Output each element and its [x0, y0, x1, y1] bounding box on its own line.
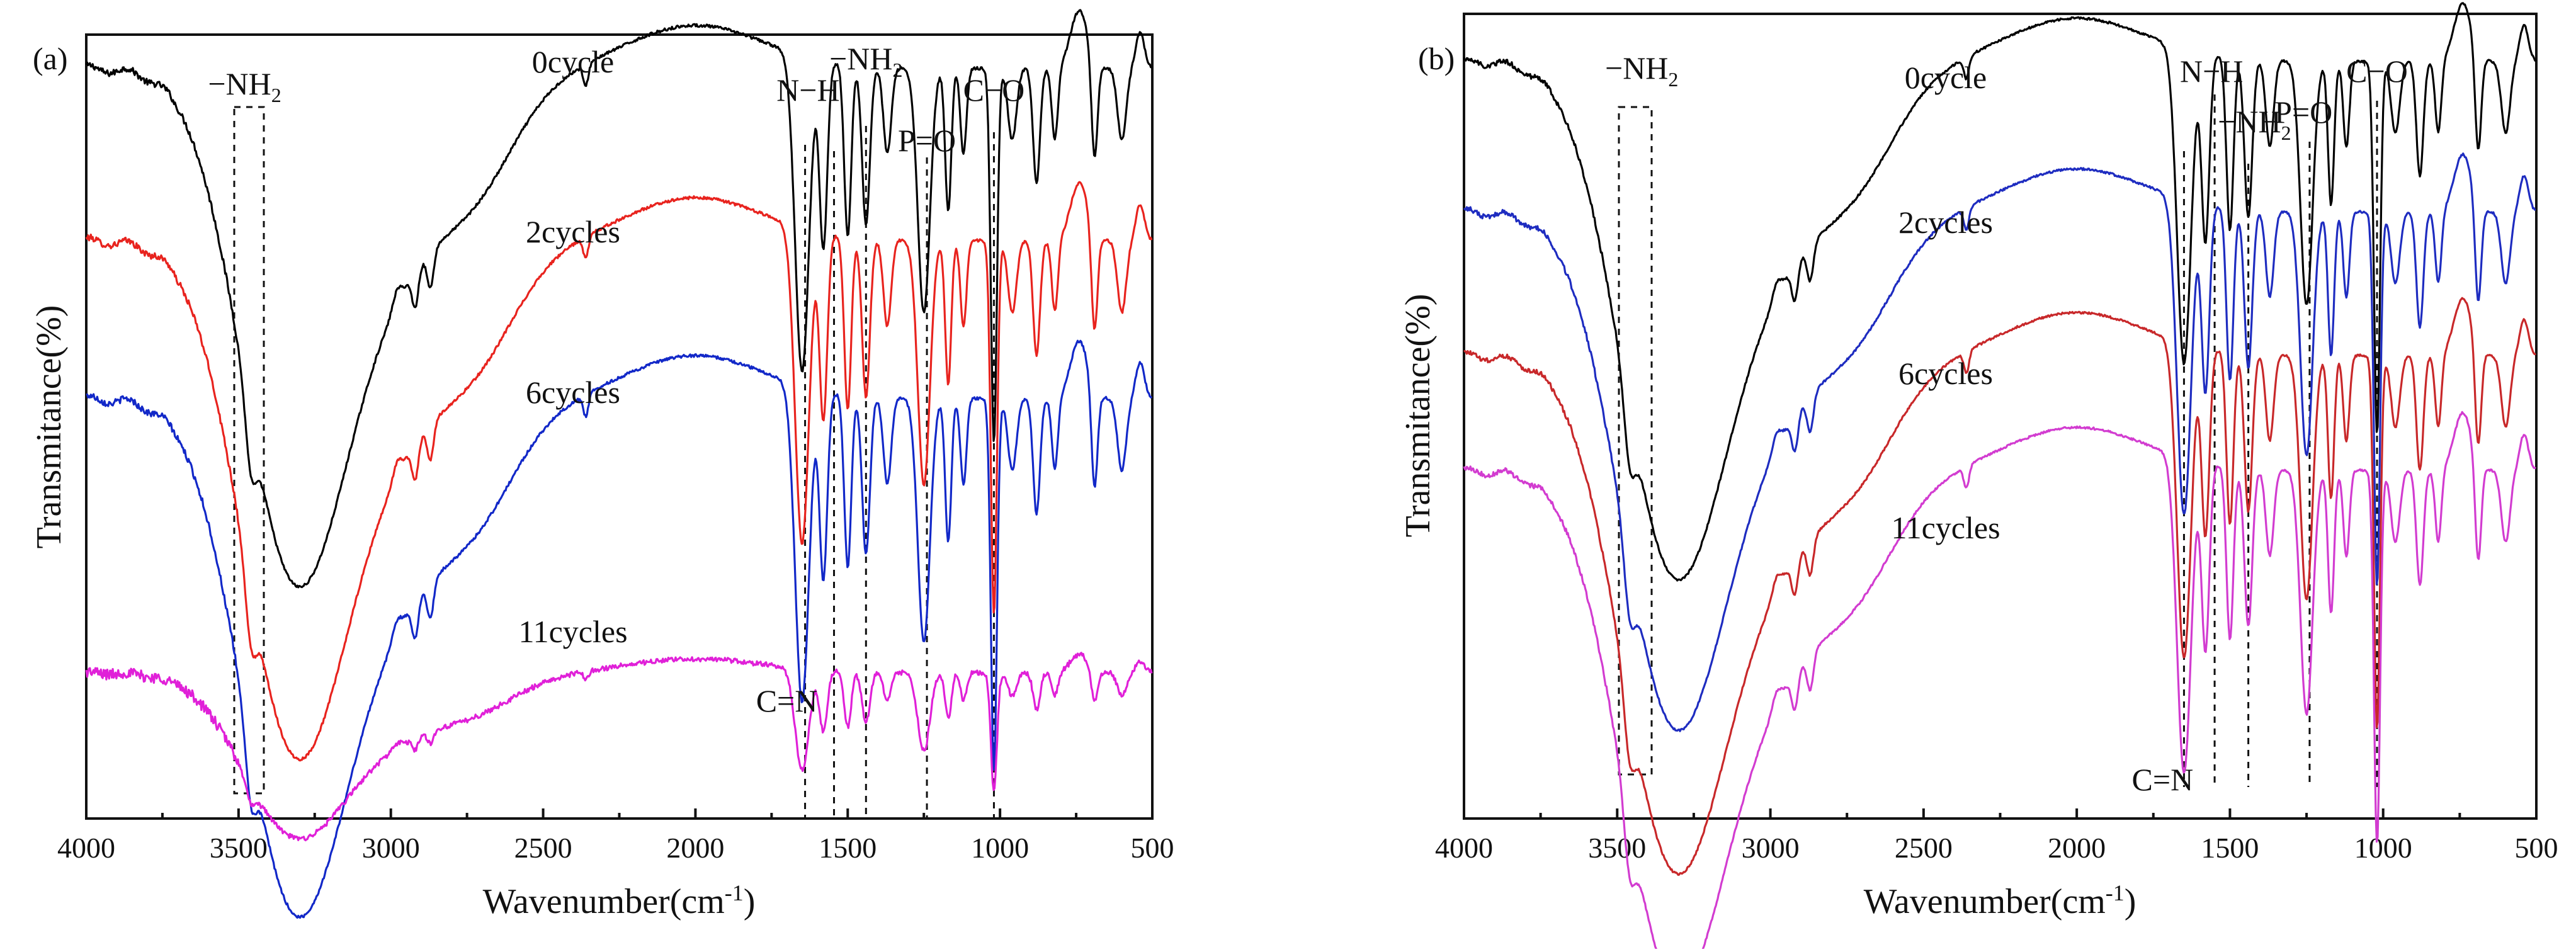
x-tick-label: 3500	[210, 832, 268, 864]
band-annotation: C−O	[963, 72, 1025, 108]
band-annotation: C=N	[2132, 762, 2194, 797]
panel-b-label: (b)	[1418, 41, 1455, 76]
x-tick-label: 1000	[2354, 832, 2412, 864]
panel-a-y-axis-label: Transmitance(%)	[30, 305, 69, 549]
panel-a-label: (a)	[33, 41, 68, 76]
x-tick-label: 2000	[2048, 832, 2106, 864]
series-line-6cycles	[1463, 297, 2536, 876]
series-label-2cycles: 2cycles	[1898, 205, 1993, 240]
x-tick-label: 3000	[1742, 832, 1800, 864]
x-tick-label: 3500	[1588, 832, 1646, 864]
series-line-0cycle	[85, 9, 1152, 589]
series-label-2cycles: 2cycles	[526, 214, 620, 249]
x-tick-label: 4000	[57, 832, 115, 864]
series-label-0cycle: 0cycle	[532, 44, 614, 79]
series-label-11cycles: 11cycles	[518, 614, 627, 649]
series-line-6cycles	[86, 339, 1153, 919]
panel-b-y-axis-label: Transmitance(%)	[1399, 294, 1438, 538]
series-label-6cycles: 6cycles	[1898, 356, 1993, 391]
x-tick-label: 2500	[514, 832, 572, 864]
series-line-0cycle	[1463, 2, 2537, 582]
x-tick-label: 1500	[2201, 832, 2259, 864]
panel-b-x-axis-label: Wavenumber(cm-1)	[1864, 880, 2136, 921]
panel-b-x-ticks: 4000 3500 3000 2500 2000 1500 1000 500	[1435, 808, 2558, 864]
x-tick-label: 1500	[819, 832, 877, 864]
series-line-11cycles	[1463, 411, 2536, 952]
panel-b-band-lines	[2182, 94, 2378, 787]
x-tick-label: 1000	[971, 832, 1029, 864]
panel-a: (a) 4000 3500 3000 2500 2000 1500 1000 500 0cyc…	[30, 9, 1174, 921]
x-tick-label: 2000	[666, 832, 724, 864]
panel-a-series: 0cycle 2cycles 6cycles 11cycles	[85, 9, 1153, 919]
series-line-11cycles	[85, 652, 1153, 842]
series-label-6cycles: 6cycles	[526, 375, 620, 410]
band-annotation: −NH2	[2218, 104, 2291, 144]
series-label-0cycle: 0cycle	[1905, 60, 1987, 95]
x-tick-label: 500	[2515, 832, 2558, 864]
band-annotation: −NH2	[208, 66, 281, 106]
x-tick-label: 4000	[1435, 832, 1493, 864]
band-annotation: C=N	[756, 683, 818, 718]
x-tick-label: 500	[1131, 832, 1174, 864]
series-line-2cycles	[1463, 152, 2536, 732]
band-annotation: N−H	[2180, 54, 2243, 89]
band-annotation: −NH2	[1605, 50, 1678, 91]
band-annotation: −NH2	[829, 41, 902, 81]
panel-a-x-ticks: 4000 3500 3000 2500 2000 1500 1000 500	[57, 808, 1174, 864]
panel-b-series: 0cycle 2cycles 6cycles 11cycles	[1463, 2, 2537, 952]
panel-b-nh2-highlight-box	[1618, 106, 1653, 776]
series-label-11cycles: 11cycles	[1891, 510, 2000, 545]
band-annotation: P=O	[2274, 94, 2332, 130]
panel-a-x-axis-label: Wavenumber(cm-1)	[483, 880, 756, 921]
x-tick-label: 3000	[362, 832, 420, 864]
band-annotation: N−H	[776, 72, 839, 108]
x-tick-label: 2500	[1895, 832, 1953, 864]
band-annotation: P=O	[898, 123, 956, 158]
band-annotation: C−O	[2346, 54, 2408, 89]
panel-b: (b) 4000 3500 3000 2500 2000 1500 1000 500 0cyc…	[1399, 2, 2558, 952]
series-line-2cycles	[85, 181, 1153, 762]
